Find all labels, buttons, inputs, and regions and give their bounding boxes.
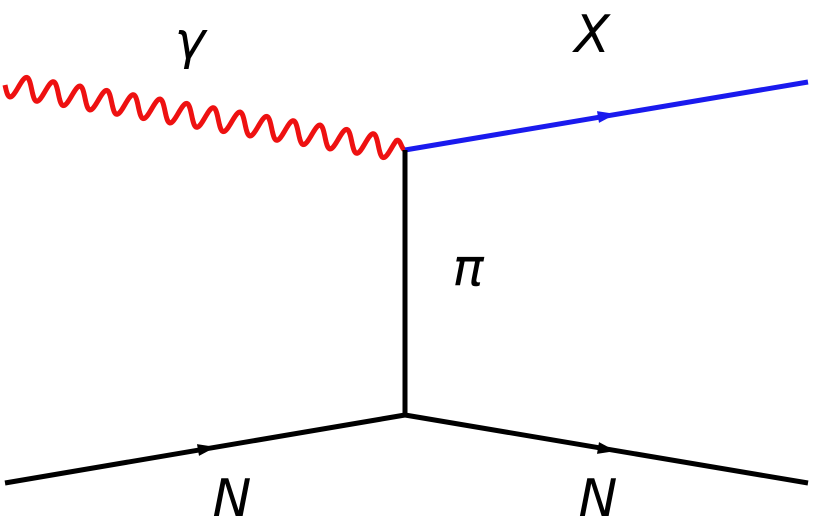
nucleon-in-label: N — [213, 469, 252, 523]
arrow — [196, 444, 216, 456]
photon-line — [2, 74, 406, 161]
exchange-label: π — [452, 238, 484, 298]
nucleon-out-label: N — [579, 469, 618, 523]
arrow — [596, 442, 616, 454]
photon-label: γ — [175, 11, 209, 71]
outgoing-label: X — [571, 5, 611, 65]
arrow — [596, 111, 616, 123]
